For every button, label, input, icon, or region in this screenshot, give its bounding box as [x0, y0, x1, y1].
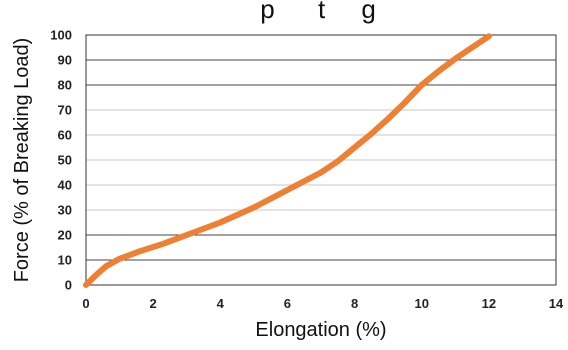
y-tick-label: 0: [65, 278, 72, 293]
plot-area: [85, 34, 557, 286]
x-tick-label: 14: [549, 296, 564, 311]
series-group: [83, 33, 492, 288]
x-tick-label: 10: [414, 296, 428, 311]
x-tick-label: 0: [82, 296, 89, 311]
y-tick-label: 70: [58, 103, 72, 118]
y-tick-label: 100: [50, 28, 72, 43]
x-tick-label: 8: [351, 296, 358, 311]
x-tick-label: 12: [482, 296, 496, 311]
x-tick-label: 4: [217, 296, 225, 311]
gridlines: [86, 59, 556, 261]
x-tick-label: 2: [150, 296, 157, 311]
y-axis-label: Force (% of Breaking Load): [11, 38, 33, 283]
y-tick-label: 10: [58, 253, 72, 268]
y-tick-label: 30: [58, 203, 72, 218]
y-tick-label: 50: [58, 153, 72, 168]
series-line: [83, 33, 492, 288]
x-axis-label: Elongation (%): [255, 319, 386, 341]
y-tick-label: 60: [58, 128, 72, 143]
y-tick-label: 20: [58, 228, 72, 243]
chart-title: p t g: [260, 0, 376, 24]
x-axis-ticks: 0 2 4 6 8 10 12 14: [82, 296, 564, 311]
y-tick-label: 40: [58, 178, 72, 193]
y-tick-label: 80: [58, 78, 72, 93]
y-tick-label: 90: [58, 53, 72, 68]
y-axis-ticks: 0 10 20 30 40 50 60 70 80 90 100: [50, 28, 72, 293]
x-tick-label: 6: [284, 296, 291, 311]
